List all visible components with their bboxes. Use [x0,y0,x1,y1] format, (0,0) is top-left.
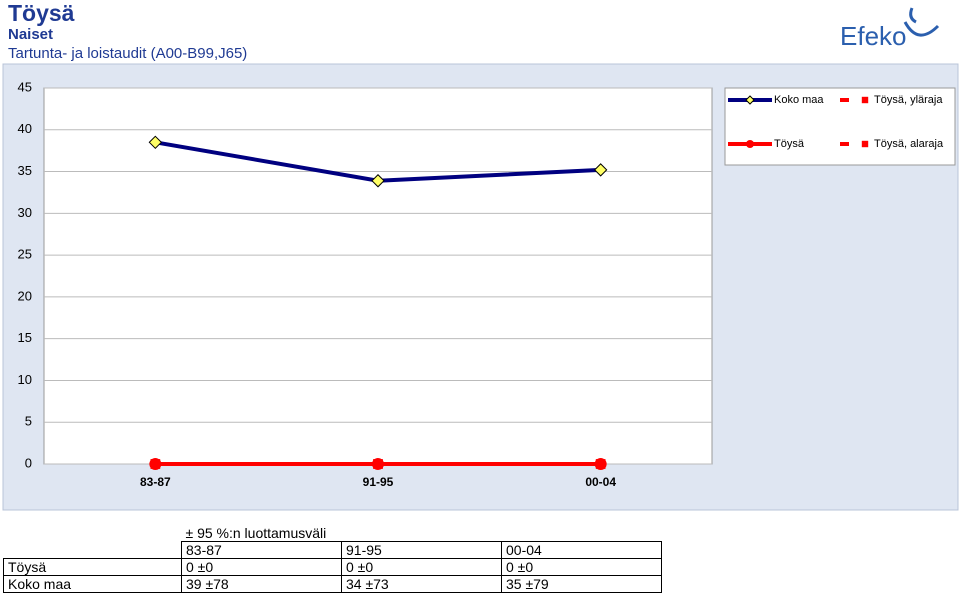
topic: Tartunta- ja loistaudit (A00-B99,J65) [8,45,248,62]
y-tick-label: 15 [18,330,32,345]
table-row: 83-87 91-95 00-04 [4,541,662,559]
marker [148,135,163,150]
y-tick-label: 10 [18,372,32,387]
marker [745,95,755,105]
y-tick-label: 30 [18,205,32,220]
table-cell: 0 ±0 [181,558,342,576]
legend-label: Töysä, alaraja [874,138,944,150]
marker [595,459,606,469]
table-cell: 35 ±79 [501,575,662,593]
table-cell [4,525,182,542]
y-tick-label: 35 [18,163,32,178]
marker [371,174,385,188]
y-tick-label: 20 [18,288,32,303]
table-cell: Koko maa [3,575,182,593]
table-row: Töysä 0 ±0 0 ±0 0 ±0 [3,558,662,576]
header: Töysä Naiset Tartunta- ja loistaudit (A0… [8,0,247,64]
marker [861,96,869,104]
table-row: ± 95 %:n luottamusväli [4,525,662,542]
plot-area [43,87,713,465]
logo-swoosh [903,7,940,37]
ci-table: ± 95 %:n luottamusväli 83-87 91-95 00-04 Töy… [3,525,662,593]
x-tick-label: 91-95 [363,475,394,489]
table-cell: 91-95 [341,541,502,559]
table-cell: 0 ±0 [501,558,662,576]
y-tick-label: 0 [25,455,32,470]
table-cell: 00-04 [501,541,662,559]
title: Töysä [8,0,75,26]
marker [593,163,608,177]
marker [373,459,383,469]
subtitle: Naiset [8,26,54,43]
table-cell: 0 ±0 [341,558,502,576]
logo: Efeko [840,21,907,51]
table-row: Koko maa 39 ±78 34 ±73 35 ±79 [3,575,662,593]
marker [861,140,869,148]
table-cell: 83-87 [181,541,342,559]
table-cell: 39 ±78 [181,575,342,593]
chart: Efeko 0 5 10 15 20 25 30 35 40 45 83-87 91-95 00-04 K… [2,7,959,511]
table-cell: ± 95 %:n luottamusväli [185,525,327,541]
marker [746,140,754,148]
table-cell [4,542,182,559]
y-tick-label: 40 [18,121,32,136]
y-tick-label: 25 [18,247,32,262]
legend-label: Koko maa [774,94,824,106]
marker [150,459,161,469]
table-cell: Töysä [3,558,182,576]
legend-label: Töysä [774,138,805,150]
x-tick-label: 00-04 [585,475,616,489]
legend-label: Töysä, yläraja [874,94,943,106]
x-tick-label: 83-87 [140,475,171,489]
table-cell: 34 ±73 [341,575,502,593]
y-tick-label: 5 [25,414,32,429]
y-tick-label: 45 [18,79,32,94]
